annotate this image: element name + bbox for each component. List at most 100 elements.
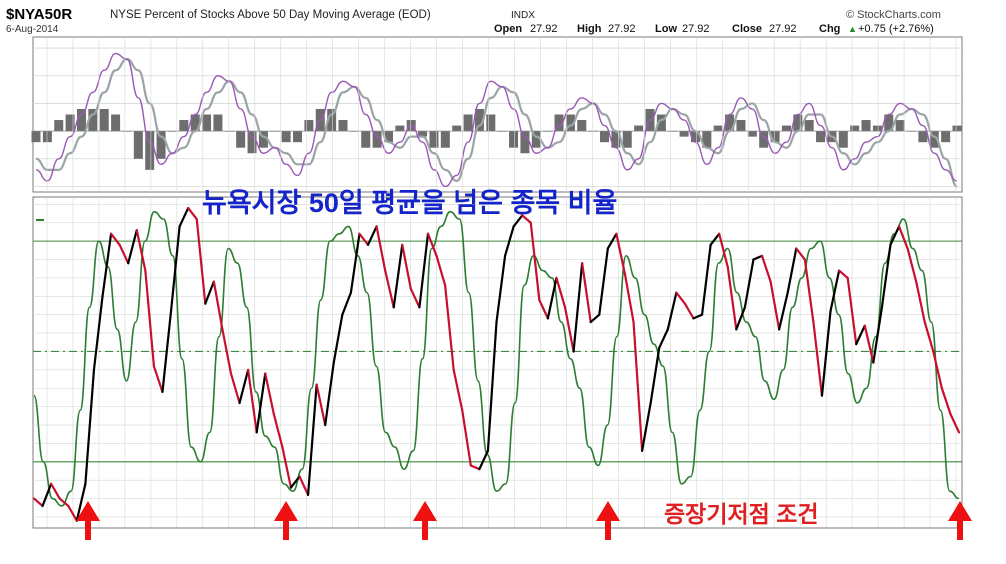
main-frame xyxy=(32,196,963,529)
macd-histogram-bar xyxy=(327,108,337,132)
price-segment xyxy=(135,229,147,272)
price-segment xyxy=(555,276,567,309)
macd-histogram-bar xyxy=(622,131,632,148)
price-segment xyxy=(718,232,729,268)
macd-histogram-bar xyxy=(634,125,644,132)
macd-histogram-bar xyxy=(395,125,405,132)
macd-histogram-bar xyxy=(202,114,212,132)
price-segment xyxy=(366,225,378,246)
high-value: 27.92 xyxy=(608,23,636,35)
price-segment xyxy=(118,243,130,265)
macd-histogram-bar xyxy=(656,114,666,132)
macd-histogram-bar xyxy=(111,114,121,132)
price-segment xyxy=(306,383,318,496)
price-segment xyxy=(58,497,70,508)
price-segment xyxy=(187,206,198,221)
price-segment xyxy=(109,232,121,246)
price-segment xyxy=(238,368,250,405)
macd-histogram-bar xyxy=(884,114,894,132)
low-label: Low xyxy=(655,23,677,35)
price-segment xyxy=(529,221,541,302)
macd-histogram-bar xyxy=(531,131,541,148)
price-segment xyxy=(144,269,156,368)
price-segment xyxy=(486,320,498,452)
arrow-up-icon xyxy=(274,501,298,521)
price-segment xyxy=(401,243,412,291)
macd-histogram-bar xyxy=(747,131,757,137)
price-segment xyxy=(289,475,301,489)
close-label: Close xyxy=(732,23,762,35)
macd-histogram-bar xyxy=(952,125,962,132)
price-segment xyxy=(572,262,584,353)
macd-histogram-bar xyxy=(383,131,393,143)
chg-value: +0.75 (+2.76%) xyxy=(858,23,934,35)
price-segment xyxy=(84,368,96,485)
price-segment xyxy=(435,254,447,287)
price-segment xyxy=(932,350,943,390)
price-segment xyxy=(418,232,430,309)
macd-histogram-bar xyxy=(793,114,803,132)
macd-histogram-bar xyxy=(838,131,848,148)
chart-exchange: INDX xyxy=(511,10,535,21)
arrow-shaft xyxy=(605,518,611,540)
macd-histogram-bar xyxy=(486,114,496,132)
macd-histogram-bar xyxy=(759,131,769,148)
macd-histogram-bar xyxy=(247,131,257,154)
macd-histogram-bar xyxy=(725,114,735,132)
price-segment xyxy=(700,243,712,316)
macd-histogram-bar xyxy=(42,131,52,143)
price-segment xyxy=(75,482,87,522)
price-segment xyxy=(392,243,404,309)
price-segment xyxy=(469,464,481,471)
price-segment xyxy=(897,225,909,250)
price-segment xyxy=(820,309,832,397)
price-segment xyxy=(658,328,669,349)
macd-panel xyxy=(31,36,963,193)
arrow-shaft xyxy=(422,518,428,540)
price-segment xyxy=(803,258,815,324)
price-segment xyxy=(512,214,524,228)
macd-histogram-bar xyxy=(872,125,882,132)
price-segment xyxy=(769,280,781,331)
price-segment xyxy=(358,232,370,246)
price-segment xyxy=(315,383,327,427)
macd-histogram-bar xyxy=(65,114,75,132)
price-segment xyxy=(50,482,61,500)
macd-histogram-bar xyxy=(258,131,268,148)
macd-histogram-bar xyxy=(361,131,371,148)
arrow-up-icon xyxy=(413,501,437,521)
price-segment xyxy=(906,247,918,283)
price-segment xyxy=(641,401,652,452)
price-segment xyxy=(675,291,687,305)
price-segment xyxy=(795,247,806,261)
price-segment xyxy=(726,265,738,331)
price-segment xyxy=(409,287,421,309)
macd-histogram-bar xyxy=(213,114,223,132)
macd-histogram-bar xyxy=(54,120,64,132)
price-segment xyxy=(341,291,352,316)
macd-histogram-bar xyxy=(736,120,746,132)
macd-histogram-bar xyxy=(281,131,291,143)
macd-histogram-bar xyxy=(941,131,951,143)
price-segment xyxy=(546,276,558,320)
price-segment xyxy=(495,254,507,324)
price-segment xyxy=(855,324,866,346)
price-segment xyxy=(221,328,233,375)
price-segment xyxy=(101,232,113,298)
macd-histogram-bar xyxy=(679,131,689,137)
macd-histogram-bar xyxy=(76,108,86,132)
macd-histogram-bar xyxy=(190,114,200,132)
macd-histogram-bar xyxy=(861,120,871,132)
close-value: 27.92 xyxy=(769,23,797,35)
macd-histogram-bar xyxy=(156,131,166,159)
price-segment xyxy=(281,445,293,489)
macd-line xyxy=(35,52,958,188)
macd-histogram-bar xyxy=(293,131,303,143)
macd-signal-line xyxy=(35,58,958,188)
price-segment xyxy=(872,306,884,364)
price-segment xyxy=(598,247,609,316)
price-segment xyxy=(923,320,935,353)
price-segment xyxy=(589,313,601,324)
main-panel xyxy=(32,196,963,529)
